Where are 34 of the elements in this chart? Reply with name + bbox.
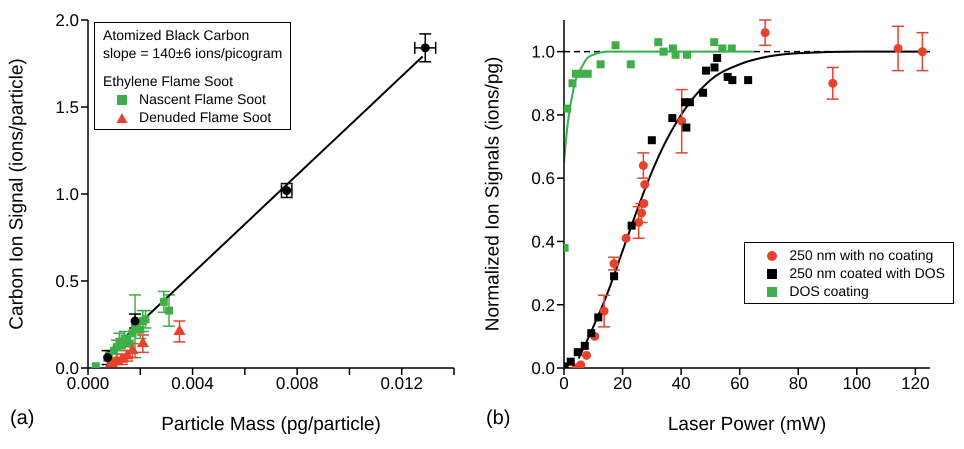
x-tick-label: 100 — [842, 374, 871, 394]
y-tick-label: 1.0 — [531, 42, 555, 62]
text: (a) — [10, 407, 34, 430]
legend-label: DOS coating — [788, 282, 870, 300]
x-tick-label: 20 — [613, 374, 632, 394]
y-tick-label: 0.4 — [531, 232, 555, 252]
x-tick-label: 120 — [901, 374, 930, 394]
y-tick-label: 0.5 — [55, 272, 79, 292]
y-tick-label: 0.0 — [531, 359, 555, 378]
annotation: slope = 140±6 ions/picogram — [103, 44, 282, 62]
y-tick-label: 2.0 — [55, 11, 79, 30]
annotation: Ethylene Flame Soot — [103, 72, 234, 90]
x-axis-title: Particle Mass (pg/particle) — [161, 414, 381, 435]
x-axis-title: Laser Power (mW) — [668, 414, 826, 435]
x-tick-label: 40 — [672, 374, 691, 394]
y-tick-label: 0.6 — [531, 169, 555, 188]
y-axis-title: Normalized Ion Signals (ions/pg) — [482, 56, 504, 332]
x-tick-label: 60 — [730, 374, 750, 394]
text: (b) — [486, 407, 510, 430]
x-tick-label: 0.004 — [171, 374, 214, 394]
x-tick-label: 0.008 — [276, 374, 318, 394]
x-tick-label: 80 — [788, 374, 808, 394]
legend-title: Atomized Black Carbon — [103, 26, 250, 44]
legend-label: Denuded Flame Soot — [138, 108, 272, 126]
y-tick-label: 1.0 — [55, 185, 79, 204]
x-tick-label: 0 — [559, 374, 569, 394]
legend-label: 250 nm with no coating — [788, 246, 934, 264]
y-tick-label: 0.8 — [531, 106, 555, 125]
x-tick-label: 0.012 — [380, 374, 423, 394]
y-tick-label: 1.5 — [55, 98, 79, 118]
legend-label: 250 nm coated with DOS — [788, 264, 945, 282]
y-tick-label: 0.2 — [531, 296, 555, 315]
y-axis-title: Carbon Ion Signal (ions/particle) — [6, 58, 28, 330]
legend-label: Nascent Flame Soot — [138, 90, 267, 108]
